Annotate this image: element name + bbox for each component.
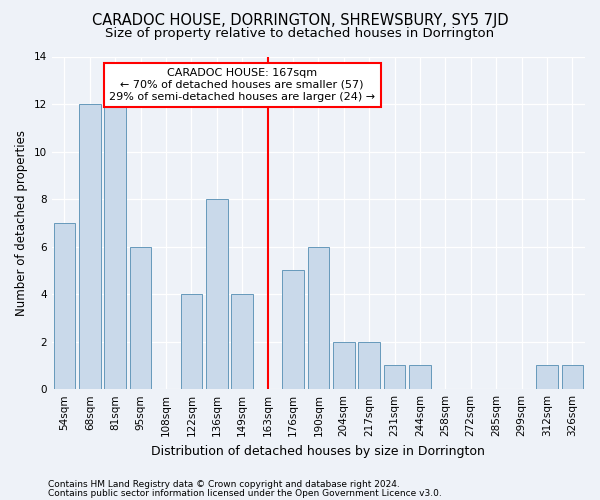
Bar — [53, 223, 75, 389]
Text: Size of property relative to detached houses in Dorrington: Size of property relative to detached ho… — [106, 28, 494, 40]
Bar — [79, 104, 101, 389]
Bar — [562, 366, 583, 389]
Text: Contains HM Land Registry data © Crown copyright and database right 2024.: Contains HM Land Registry data © Crown c… — [48, 480, 400, 489]
Bar — [130, 246, 151, 389]
Bar — [282, 270, 304, 389]
X-axis label: Distribution of detached houses by size in Dorrington: Distribution of detached houses by size … — [151, 444, 485, 458]
Bar — [181, 294, 202, 389]
Bar — [409, 366, 431, 389]
Bar — [308, 246, 329, 389]
Bar — [232, 294, 253, 389]
Text: CARADOC HOUSE: 167sqm
← 70% of detached houses are smaller (57)
29% of semi-deta: CARADOC HOUSE: 167sqm ← 70% of detached … — [109, 68, 375, 102]
Bar — [384, 366, 406, 389]
Bar — [536, 366, 557, 389]
Bar — [206, 199, 227, 389]
Bar — [358, 342, 380, 389]
Text: Contains public sector information licensed under the Open Government Licence v3: Contains public sector information licen… — [48, 489, 442, 498]
Bar — [104, 104, 126, 389]
Y-axis label: Number of detached properties: Number of detached properties — [15, 130, 28, 316]
Bar — [333, 342, 355, 389]
Text: CARADOC HOUSE, DORRINGTON, SHREWSBURY, SY5 7JD: CARADOC HOUSE, DORRINGTON, SHREWSBURY, S… — [92, 12, 508, 28]
